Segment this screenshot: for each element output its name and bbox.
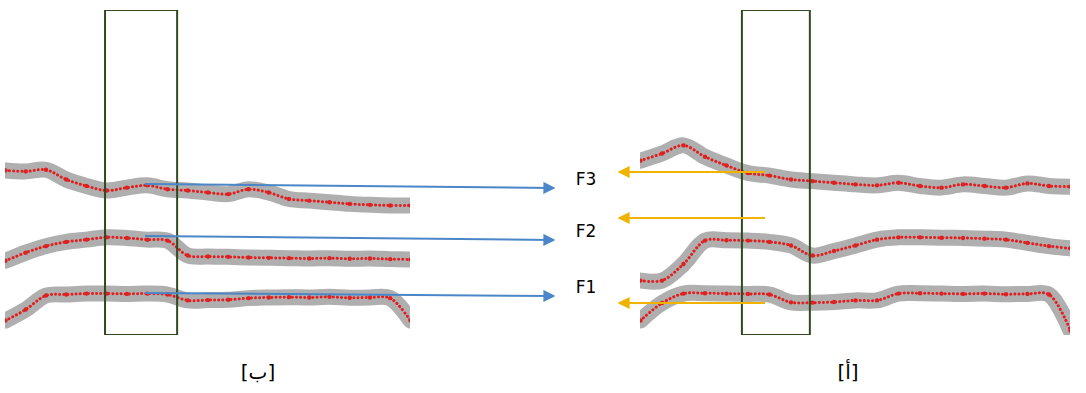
html-text:[ب]: [ب] [240, 360, 276, 384]
svg-text:F1: F1 [576, 277, 597, 297]
svg-text:F3: F3 [576, 169, 597, 189]
svg-text:F2: F2 [576, 221, 597, 241]
html-text:[أ]: [أ] [837, 360, 859, 384]
